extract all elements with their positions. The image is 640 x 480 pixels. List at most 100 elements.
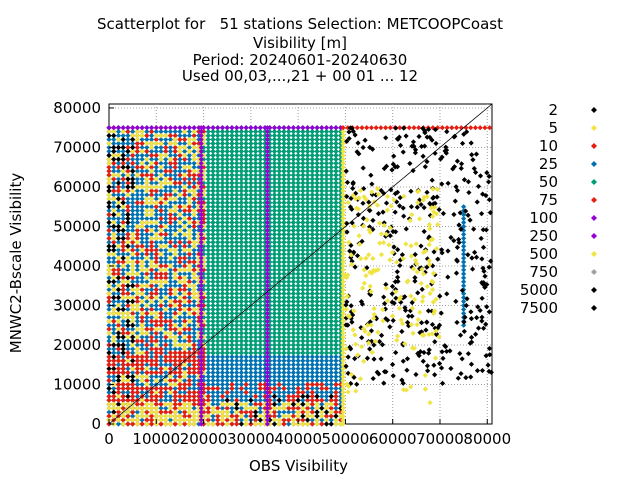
data-point: [186, 152, 192, 158]
data-point: [219, 140, 226, 147]
data-point: [252, 180, 259, 186]
data-point: [248, 373, 254, 380]
data-point: [286, 231, 292, 237]
data-point: [177, 322, 183, 328]
data-point: [234, 298, 240, 305]
data-point: [115, 291, 122, 297]
data-point: [219, 366, 226, 372]
data-point: [224, 275, 230, 281]
data-point: [295, 366, 301, 372]
data-point: [252, 377, 259, 384]
data-point: [238, 188, 244, 194]
data-point: [177, 156, 183, 162]
data-point: [215, 310, 221, 316]
data-point: [271, 287, 278, 293]
data-point: [205, 235, 211, 241]
data-point: [229, 366, 235, 372]
data-point: [219, 310, 226, 316]
data-point: [295, 373, 301, 380]
data-point: [286, 362, 292, 368]
data-point: [229, 251, 235, 257]
data-point: [252, 140, 259, 147]
data-point: [252, 283, 259, 289]
data-point: [163, 287, 169, 293]
data-point: [243, 133, 249, 139]
data-point: [205, 255, 211, 261]
data-point: [210, 196, 216, 202]
data-point: [271, 219, 278, 226]
data-point: [238, 330, 244, 336]
data-point: [276, 180, 282, 186]
data-point: [148, 156, 155, 162]
data-point: [243, 318, 249, 324]
data-point: [290, 322, 297, 328]
data-point: [290, 370, 297, 376]
data-point: [276, 133, 282, 139]
data-point: [281, 350, 287, 356]
data-point: [139, 188, 145, 194]
data-point: [295, 279, 301, 285]
data-point: [276, 156, 282, 162]
data-point: [182, 389, 188, 395]
data-point: [257, 271, 263, 277]
data-point: [182, 140, 188, 147]
data-point: [333, 385, 339, 392]
data-point: [323, 377, 330, 384]
data-point: [148, 271, 155, 277]
data-point: [167, 275, 174, 281]
data-point: [234, 247, 240, 253]
data-point: [234, 188, 240, 194]
data-point: [276, 219, 282, 226]
data-point: [286, 358, 292, 364]
data-point: [234, 342, 240, 348]
data-point: [229, 298, 235, 305]
data-point: [153, 243, 159, 249]
data-point: [205, 176, 211, 182]
data-point: [290, 212, 297, 218]
data-point: [139, 212, 145, 218]
data-point: [224, 310, 230, 316]
data-point: [215, 350, 221, 356]
data-point: [158, 373, 164, 380]
data-point: [111, 136, 117, 143]
data-point: [271, 200, 278, 206]
data-point: [286, 255, 292, 261]
data-point: [224, 227, 230, 234]
data-point: [238, 314, 244, 320]
data-point: [276, 136, 282, 143]
data-point: [234, 393, 240, 399]
data-point: [286, 263, 292, 269]
data-point: [224, 196, 230, 202]
data-point: [276, 346, 282, 352]
data-point: [257, 212, 263, 218]
data-point: [215, 338, 221, 344]
data-point: [148, 180, 155, 186]
data-point: [215, 259, 221, 265]
data-point: [115, 215, 122, 222]
data-point: [229, 338, 235, 344]
data-point: [276, 302, 282, 309]
data-point: [257, 298, 263, 305]
data-point: [290, 148, 297, 155]
data-point: [139, 279, 145, 285]
data-point: [177, 176, 183, 182]
data-point: [191, 373, 197, 380]
data-point: [125, 140, 131, 147]
data-point: [248, 306, 254, 313]
data-point: [257, 322, 263, 328]
data-point: [158, 136, 164, 143]
data-point: [257, 330, 263, 336]
data-point: [271, 192, 278, 198]
data-point: [215, 334, 221, 340]
data-point: [167, 223, 174, 230]
data-point: [234, 287, 240, 293]
data-point: [248, 362, 254, 368]
data-point: [248, 219, 254, 226]
data-point: [111, 255, 117, 261]
data-point: [234, 389, 240, 395]
data-point: [210, 192, 216, 198]
data-point: [281, 393, 287, 399]
data-point: [182, 259, 188, 265]
data-point: [257, 196, 263, 202]
data-point: [229, 192, 235, 198]
